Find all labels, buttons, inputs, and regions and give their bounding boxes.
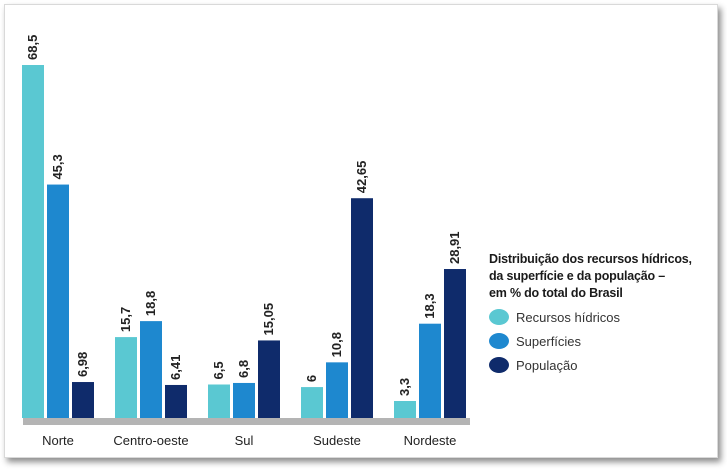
bar-norte-superficies — [47, 184, 69, 418]
chart-baseline — [23, 418, 470, 425]
legend-swatch-populacao — [489, 357, 509, 373]
x-tick-label-nordeste: Nordeste — [404, 433, 457, 448]
data-label-nordeste-superficies: 18,3 — [422, 293, 437, 318]
data-label-centro-oeste-superficies: 18,8 — [143, 291, 158, 316]
data-label-sul-populacao: 15,05 — [261, 303, 276, 336]
bar-sul-populacao — [258, 340, 280, 418]
bar-centro-oeste-superficies — [140, 321, 162, 418]
data-label-centro-oeste-recursos-hidricos: 15,7 — [118, 307, 133, 332]
chart-frame: 68,5 45,3 6,98 Norte 15,7 18,8 6,41 Centro-oest… — [4, 4, 718, 458]
data-label-sudeste-superficies: 10,8 — [329, 332, 344, 357]
data-label-norte-populacao: 6,98 — [75, 352, 90, 377]
legend-item-superficies: Superfícies — [489, 332, 724, 350]
data-label-centro-oeste-populacao: 6,41 — [168, 355, 183, 380]
legend-title-line: em % do total do Brasil — [489, 286, 623, 300]
x-tick-label-sudeste: Sudeste — [313, 433, 361, 448]
bar-sul-superficies — [233, 382, 255, 418]
legend-title: Distribuição dos recursos hídricos, da s… — [489, 251, 724, 302]
bar-nordeste-populacao — [444, 269, 466, 418]
x-tick-label-centro-oeste: Centro-oeste — [113, 433, 188, 448]
legend-label: Superfícies — [516, 333, 582, 349]
bar-centro-oeste-recursos-hidricos — [115, 337, 137, 418]
legend-title-line: da superfície e da população – — [489, 269, 666, 283]
bar-sudeste-recursos-hidricos — [301, 387, 323, 418]
legend-swatch-recursos-hidricos — [489, 309, 509, 325]
legend-label: População — [516, 357, 578, 373]
bar-norte-recursos-hidricos — [22, 65, 44, 418]
legend-item-recursos-hidricos: Recursos hídricos — [489, 308, 724, 326]
data-label-sul-recursos-hidricos: 6,5 — [211, 361, 226, 379]
bar-sudeste-superficies — [326, 362, 348, 418]
data-label-sudeste-recursos-hidricos: 6 — [304, 375, 319, 382]
x-tick-label-sul: Sul — [235, 433, 254, 448]
data-label-nordeste-populacao: 28,91 — [447, 231, 462, 264]
bar-nordeste-recursos-hidricos — [394, 400, 416, 418]
legend-title-line: Distribuição dos recursos hídricos, — [489, 252, 692, 266]
bar-sudeste-populacao — [351, 198, 373, 418]
data-label-sudeste-populacao: 42,65 — [354, 161, 369, 194]
bar-sul-recursos-hidricos — [208, 384, 230, 418]
bar-norte-populacao — [72, 382, 94, 418]
data-label-sul-superficies: 6,8 — [236, 360, 251, 378]
x-tick-label-norte: Norte — [42, 433, 74, 448]
data-label-norte-recursos-hidricos: 68,5 — [25, 35, 40, 60]
bar-nordeste-superficies — [419, 323, 441, 418]
data-label-norte-superficies: 45,3 — [50, 154, 65, 179]
legend: Distribuição dos recursos hídricos, da s… — [489, 251, 724, 374]
bar-centro-oeste-populacao — [165, 384, 187, 418]
legend-label: Recursos hídricos — [516, 309, 621, 325]
bar-chart: 68,5 45,3 6,98 Norte 15,7 18,8 6,41 Centro-oest… — [22, 35, 470, 448]
data-label-nordeste-recursos-hidricos: 3,3 — [397, 378, 412, 396]
legend-swatch-superficies — [489, 333, 509, 349]
legend-item-populacao: População — [489, 356, 724, 374]
